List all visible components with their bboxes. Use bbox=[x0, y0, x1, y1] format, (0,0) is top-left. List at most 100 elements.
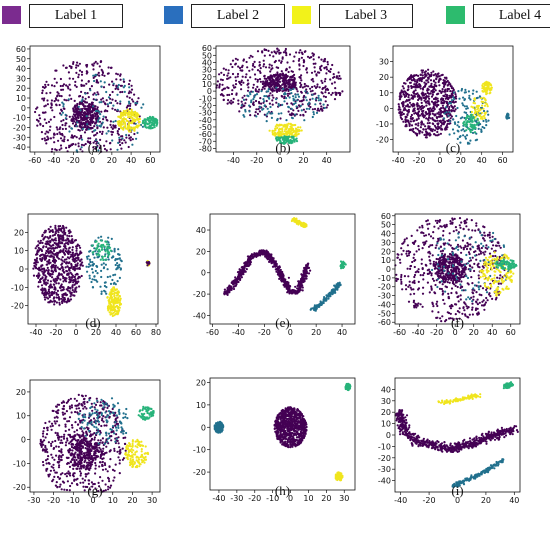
point bbox=[404, 108, 407, 111]
point bbox=[432, 103, 436, 106]
point bbox=[117, 122, 120, 126]
point bbox=[97, 236, 100, 239]
point bbox=[119, 100, 122, 103]
point bbox=[95, 109, 98, 113]
point bbox=[298, 129, 301, 132]
point bbox=[246, 79, 249, 82]
point bbox=[238, 270, 241, 273]
point bbox=[252, 103, 255, 106]
point bbox=[72, 113, 75, 116]
point bbox=[68, 146, 71, 149]
y-tick-label: 50 bbox=[16, 55, 26, 64]
point bbox=[86, 257, 89, 260]
point bbox=[153, 123, 156, 126]
point bbox=[80, 84, 83, 87]
point bbox=[484, 84, 488, 87]
point bbox=[144, 125, 147, 128]
point bbox=[454, 122, 457, 125]
point bbox=[284, 281, 287, 284]
point bbox=[137, 97, 140, 100]
point bbox=[482, 82, 485, 85]
point bbox=[122, 78, 125, 81]
point bbox=[68, 83, 71, 86]
point bbox=[415, 80, 419, 83]
point bbox=[76, 121, 79, 124]
point bbox=[270, 64, 273, 67]
point bbox=[43, 118, 46, 121]
point bbox=[37, 272, 40, 275]
point bbox=[66, 234, 69, 237]
point bbox=[84, 92, 87, 95]
point bbox=[56, 275, 59, 278]
point bbox=[271, 132, 274, 136]
point bbox=[127, 104, 130, 107]
point bbox=[48, 301, 51, 304]
point bbox=[100, 290, 103, 293]
point bbox=[311, 108, 314, 111]
point bbox=[307, 103, 310, 106]
point bbox=[94, 133, 97, 136]
point bbox=[121, 114, 124, 117]
point bbox=[54, 231, 57, 234]
point bbox=[441, 104, 444, 107]
point bbox=[271, 131, 274, 134]
point bbox=[45, 283, 48, 286]
point bbox=[114, 312, 117, 315]
point bbox=[61, 286, 64, 289]
point bbox=[287, 106, 291, 109]
point bbox=[108, 101, 111, 104]
point bbox=[419, 85, 422, 88]
point bbox=[462, 121, 465, 124]
point bbox=[277, 112, 280, 115]
point bbox=[88, 108, 92, 111]
point bbox=[267, 77, 270, 80]
point bbox=[472, 106, 475, 109]
point bbox=[117, 83, 120, 87]
point bbox=[433, 119, 436, 122]
point bbox=[73, 99, 76, 102]
point bbox=[148, 117, 151, 120]
point bbox=[121, 118, 124, 121]
point bbox=[244, 76, 247, 79]
point bbox=[420, 92, 423, 95]
point bbox=[36, 124, 39, 127]
point bbox=[41, 97, 44, 100]
point bbox=[283, 136, 286, 139]
point bbox=[54, 226, 57, 229]
point bbox=[241, 96, 244, 99]
point bbox=[282, 80, 285, 83]
point bbox=[240, 104, 243, 107]
point bbox=[107, 304, 110, 307]
point bbox=[72, 107, 75, 110]
point bbox=[106, 250, 110, 253]
point bbox=[48, 285, 51, 288]
point bbox=[482, 100, 485, 104]
point bbox=[475, 138, 479, 141]
point bbox=[91, 107, 94, 111]
point bbox=[456, 106, 459, 110]
point bbox=[453, 132, 456, 135]
point bbox=[91, 261, 94, 264]
point bbox=[276, 47, 279, 50]
point bbox=[116, 108, 119, 111]
point bbox=[246, 83, 249, 86]
point bbox=[463, 105, 466, 108]
point bbox=[245, 268, 248, 271]
point bbox=[72, 77, 75, 80]
point bbox=[236, 75, 239, 78]
point bbox=[79, 264, 82, 267]
point bbox=[40, 284, 44, 287]
point bbox=[65, 122, 68, 125]
point bbox=[223, 288, 226, 291]
point bbox=[249, 93, 252, 96]
point bbox=[92, 93, 95, 96]
point bbox=[223, 292, 226, 295]
point bbox=[402, 120, 405, 123]
point bbox=[476, 104, 479, 108]
point bbox=[72, 259, 75, 262]
point bbox=[505, 117, 508, 120]
point bbox=[73, 105, 76, 108]
point bbox=[73, 239, 76, 242]
point bbox=[88, 258, 91, 261]
point bbox=[90, 120, 93, 123]
